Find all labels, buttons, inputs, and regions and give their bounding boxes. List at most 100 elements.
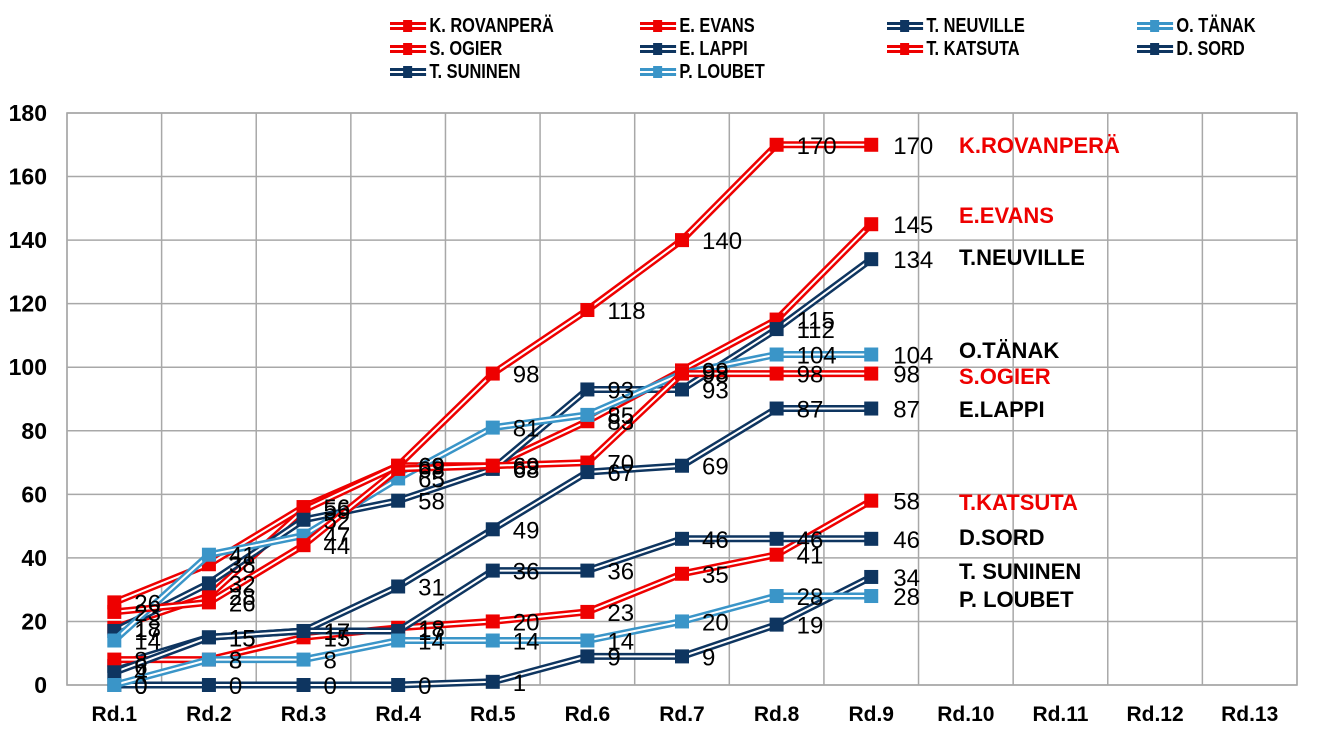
y-tick-label: 120 (9, 291, 47, 317)
y-tick-label: 40 (21, 545, 47, 571)
data-point-marker (296, 678, 311, 692)
y-tick-label: 0 (34, 672, 47, 698)
legend-swatch-icon (887, 42, 924, 56)
data-value-label: 69 (418, 454, 445, 481)
data-value-label: 98 (797, 362, 824, 389)
data-point-marker (580, 633, 595, 648)
end-value-label: 34 (893, 565, 920, 592)
data-point-marker (864, 589, 879, 604)
legend-swatch-icon (390, 19, 427, 33)
data-point-marker (296, 512, 311, 527)
data-point-marker (580, 604, 595, 619)
data-value-label: 112 (797, 317, 835, 344)
legend-swatch-icon (390, 42, 427, 56)
data-point-marker (107, 652, 122, 667)
data-value-label: 69 (418, 454, 445, 481)
legend-swatch-icon (887, 19, 924, 33)
data-value-label: 15 (229, 625, 256, 652)
data-point-marker (675, 233, 689, 248)
x-tick-label: Rd.8 (754, 703, 800, 726)
data-point-marker (580, 649, 595, 664)
data-value-label: 70 (607, 451, 634, 478)
data-value-label: 41 (797, 543, 824, 570)
data-point-marker (107, 678, 122, 692)
data-point-marker (769, 547, 784, 562)
data-point-marker (864, 531, 879, 546)
data-point-marker (769, 347, 784, 362)
data-value-label: 41 (229, 543, 256, 570)
data-value-label: 8 (229, 648, 242, 675)
data-point-marker (675, 531, 689, 546)
data-point-marker (580, 303, 595, 318)
data-value-label: 140 (702, 228, 742, 255)
data-value-label: 44 (324, 533, 351, 560)
data-value-label: 46 (797, 527, 824, 554)
data-point-marker (201, 547, 216, 562)
data-value-label: 98 (513, 362, 540, 389)
data-value-label: 31 (418, 574, 445, 601)
data-point-marker (769, 366, 784, 381)
x-tick-label: Rd.12 (1126, 703, 1183, 726)
series-name-label: T.NEUVILLE (959, 245, 1085, 270)
data-value-label: 93 (702, 377, 729, 404)
y-tick-label: 140 (9, 227, 47, 253)
data-point-marker (580, 563, 595, 578)
data-point-marker (675, 382, 689, 397)
data-value-label: 58 (418, 489, 445, 516)
data-point-marker (485, 366, 500, 381)
y-tick-label: 100 (9, 354, 47, 380)
data-value-label: 32 (229, 571, 256, 598)
data-value-label: 65 (418, 466, 445, 493)
data-value-label: 23 (134, 600, 161, 627)
data-point-marker (864, 347, 879, 362)
y-tick-label: 60 (21, 481, 47, 507)
x-axis-ticks: Rd.1 Rd.2 Rd.3 Rd.4 Rd.5 Rd.6 Rd.7 Rd.8 Rd.9 Rd.1… (92, 703, 1279, 726)
end-value-label: 145 (893, 212, 933, 239)
data-value-label: 18 (134, 616, 161, 643)
end-value-label: 104 (893, 343, 933, 370)
series-name-label: P. LOUBET (959, 587, 1074, 612)
data-point-marker (391, 633, 406, 648)
end-value-label: 58 (893, 489, 920, 516)
y-tick-label: 20 (21, 608, 47, 634)
data-value-label: 85 (607, 403, 634, 430)
data-point-marker (107, 633, 122, 648)
data-value-label: 17 (324, 619, 351, 646)
data-point-marker (864, 401, 879, 416)
data-point-marker (201, 630, 216, 645)
data-value-label: 19 (797, 613, 824, 640)
legend-label: T. KATSUTA (926, 37, 1020, 60)
series-name-label: T.KATSUTA (959, 490, 1078, 515)
data-value-label: 170 (797, 133, 837, 160)
legend-swatch-icon (640, 42, 677, 56)
data-value-label: 20 (702, 609, 729, 636)
data-value-label: 36 (607, 559, 634, 586)
data-point-marker (769, 531, 784, 546)
legend-item-sordo: D. SORD (1137, 38, 1245, 60)
data-value-label: 83 (607, 409, 634, 436)
data-point-marker (201, 652, 216, 667)
series-t-katsuta (107, 493, 879, 667)
x-tick-label: Rd.1 (92, 703, 138, 726)
data-value-label: 0 (134, 673, 147, 700)
legend-item-tanak: O. TÄNAK (1137, 15, 1256, 37)
data-point-marker (769, 322, 784, 337)
data-value-label: 8 (229, 648, 242, 675)
data-value-label: 55 (324, 498, 351, 525)
x-tick-label: Rd.2 (186, 703, 232, 726)
data-value-label: 9 (607, 644, 620, 671)
data-value-label: 26 (134, 590, 161, 617)
data-point-marker (485, 674, 500, 689)
data-value-label: 52 (324, 508, 351, 535)
data-point-marker (769, 617, 784, 632)
y-tick-label: 180 (9, 100, 47, 126)
data-point-marker (864, 217, 879, 232)
x-tick-label: Rd.6 (565, 703, 611, 726)
data-value-label: 87 (797, 397, 824, 424)
series-t-suninen (107, 569, 879, 692)
data-point-marker (485, 563, 500, 578)
data-value-label: 115 (797, 308, 835, 335)
data-point-marker (107, 665, 122, 680)
data-point-marker (201, 595, 216, 610)
series-o-t-nak (107, 347, 879, 648)
